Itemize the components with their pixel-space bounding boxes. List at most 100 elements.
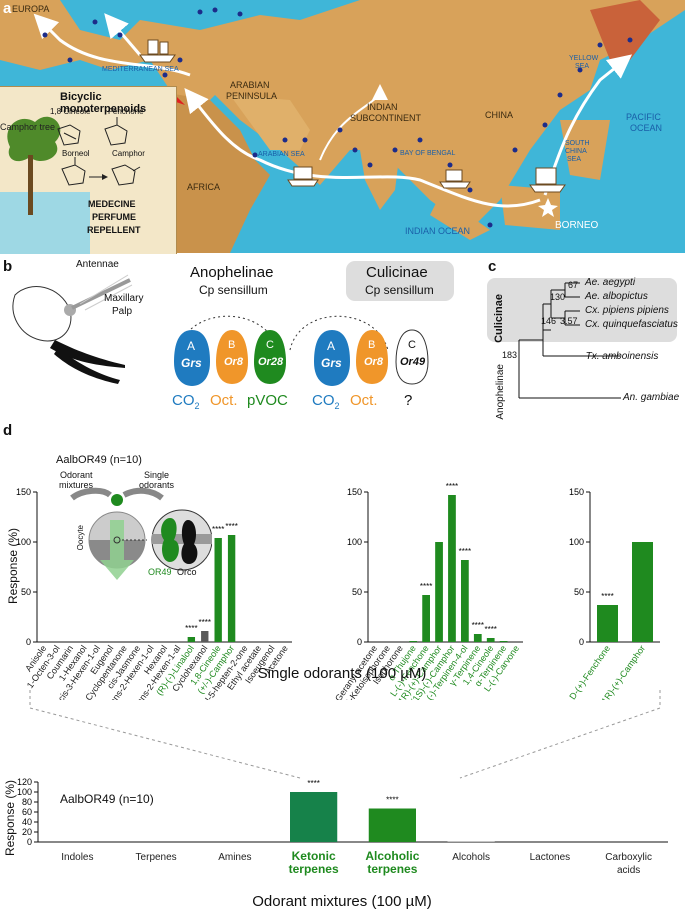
- ligand-co2-subscript-culic: 2: [334, 401, 340, 411]
- y-tick-label: 0: [579, 637, 584, 647]
- y-tick-label: 100: [569, 537, 584, 547]
- y-tick-label: 100: [347, 537, 362, 547]
- significance-label: ****: [459, 547, 471, 556]
- significance-label: ****: [185, 624, 197, 633]
- significance-label: ****: [386, 796, 398, 805]
- panel-label-c: c: [488, 258, 497, 275]
- borneo-landmass: [500, 185, 560, 230]
- taxon-ae-albopictus: Ae. albopictus: [585, 291, 648, 302]
- category-label: Alcohols: [452, 852, 490, 863]
- bar: [632, 542, 653, 642]
- neuron-b-label: B: [228, 339, 236, 351]
- node-age-130: 130: [550, 292, 566, 302]
- ligand-oct-anoph: Oct.: [210, 392, 238, 409]
- panel-label-d: d: [3, 422, 13, 439]
- significance-label: ****: [484, 625, 496, 634]
- inset-odorant-mixtures-2: mixtures: [59, 480, 94, 490]
- sea-label-indian-ocean: INDIAN OCEAN: [405, 226, 471, 236]
- bar: [448, 495, 456, 642]
- sea-label-yellow-2: SEA: [575, 63, 590, 70]
- ligand-unknown: ?: [404, 392, 413, 409]
- inset-use-3: REPELLENT: [87, 225, 141, 235]
- taxon-tx-amboinensis: Tx. amboinensis: [585, 351, 659, 362]
- gene-or8-culic: Or8: [364, 356, 383, 368]
- inset-use-1: MEDECINE: [88, 199, 136, 209]
- label-antennae: Antennae: [76, 259, 119, 270]
- significance-label: ****: [601, 592, 613, 601]
- bar: [290, 792, 338, 842]
- inset-single-odorants-1: Single: [144, 470, 170, 480]
- y-tick-label: 50: [21, 587, 31, 597]
- significance-label: ****: [212, 525, 224, 534]
- sea-label-bengal: BAY OF BENGAL: [400, 150, 456, 157]
- significance-label: ****: [225, 522, 237, 531]
- map-label-borneo: BORNEO: [555, 220, 599, 231]
- sea-label-mediterranean: MEDITERRANEAN SEA: [102, 66, 179, 73]
- ligand-oct-culic: Oct.: [350, 392, 378, 409]
- category-label: Lactones: [530, 852, 571, 863]
- sea-label-scs-1: SOUTH: [565, 140, 590, 147]
- category-label: Amines: [218, 852, 251, 863]
- bar: [227, 535, 236, 642]
- inset-use-2: PERFUME: [92, 212, 137, 222]
- category-label: terpenes: [289, 862, 339, 876]
- anophelinae-subtitle: Cp sensillum: [199, 283, 268, 297]
- inset-fenchone: Fenchone: [108, 107, 144, 116]
- culicinae-subtitle: Cp sensillum: [365, 283, 434, 297]
- sea-label-arabian: ARABIAN SEA: [258, 151, 305, 158]
- ligand-co2-text-culic: CO: [312, 392, 335, 409]
- neuron-a-label-culic: A: [327, 339, 336, 353]
- node-age-67: 67: [568, 280, 579, 290]
- neuron-a-label: A: [187, 339, 196, 353]
- map-label-subcontinent: SUBCONTINENT: [350, 113, 422, 123]
- philippines-landmass: [560, 120, 610, 180]
- ligand-pvoc: pVOC: [247, 392, 288, 409]
- node-age-146: 146: [541, 316, 557, 326]
- bar: [201, 631, 209, 642]
- y-tick-label: 50: [574, 587, 584, 597]
- gene-grs-anoph: Grs: [181, 356, 202, 370]
- bar: [422, 595, 430, 642]
- bar: [241, 641, 249, 642]
- africa-landmass: [150, 90, 270, 253]
- category-label: Terpenes: [136, 852, 177, 863]
- clade-label-culicinae: Culicinae: [493, 294, 505, 343]
- category-label: Alcoholic: [365, 849, 419, 863]
- y-tick-label: 150: [16, 487, 31, 497]
- bar: [409, 641, 418, 642]
- mosquito-head-illustration: [12, 274, 133, 384]
- taxon-an-gambiae: An. gambiae: [623, 392, 680, 403]
- anophelinae-title: Anophelinae: [190, 264, 274, 281]
- bar: [368, 808, 416, 842]
- y-tick-label: 120: [17, 777, 32, 787]
- significance-label: ****: [446, 482, 458, 491]
- y-tick-label: 100: [16, 537, 31, 547]
- bar: [447, 841, 495, 842]
- node-age-183: 183: [502, 350, 518, 360]
- category-label: Ketonic: [292, 849, 336, 863]
- sea-label-scs-2: CHINA: [565, 148, 587, 155]
- inset-camphor-tree: Camphor tree: [0, 122, 56, 132]
- y-tick-label: 150: [569, 487, 584, 497]
- category-label: Indoles: [61, 852, 93, 863]
- sumatra-landmass: [430, 195, 490, 240]
- label-maxillary-1: Maxillary: [104, 293, 144, 304]
- node-age-357: 3.57: [560, 316, 578, 326]
- bar: [486, 638, 495, 642]
- inset-single-odorants-2: odorants: [139, 480, 175, 490]
- gene-grs-culic: Grs: [321, 356, 342, 370]
- zoom-connectors: [29, 690, 661, 779]
- bar: [473, 634, 482, 642]
- inset-camphor: Camphor: [112, 149, 145, 158]
- panel-e-title: AalbOR49 (n=10): [60, 792, 154, 806]
- panel-d-xlabel: Single odorants (100 µM): [257, 665, 427, 682]
- panel-label-b: b: [3, 258, 13, 275]
- map-label-peninsula: PENINSULA: [226, 91, 278, 101]
- panel-e-xlabel: Odorant mixtures (100 µM): [252, 893, 432, 910]
- y-tick-label: 60: [22, 807, 32, 817]
- panel-label-a: a: [3, 0, 12, 17]
- inset-odorant-mixtures-1: Odorant: [60, 470, 93, 480]
- monoterpenoid-inset: Bicyclic monoterpenoids 1,8 Cineole Fenc…: [0, 86, 177, 254]
- inset-title: Bicyclic monoterpenoids: [60, 91, 147, 115]
- map-label-china: CHINA: [485, 110, 514, 120]
